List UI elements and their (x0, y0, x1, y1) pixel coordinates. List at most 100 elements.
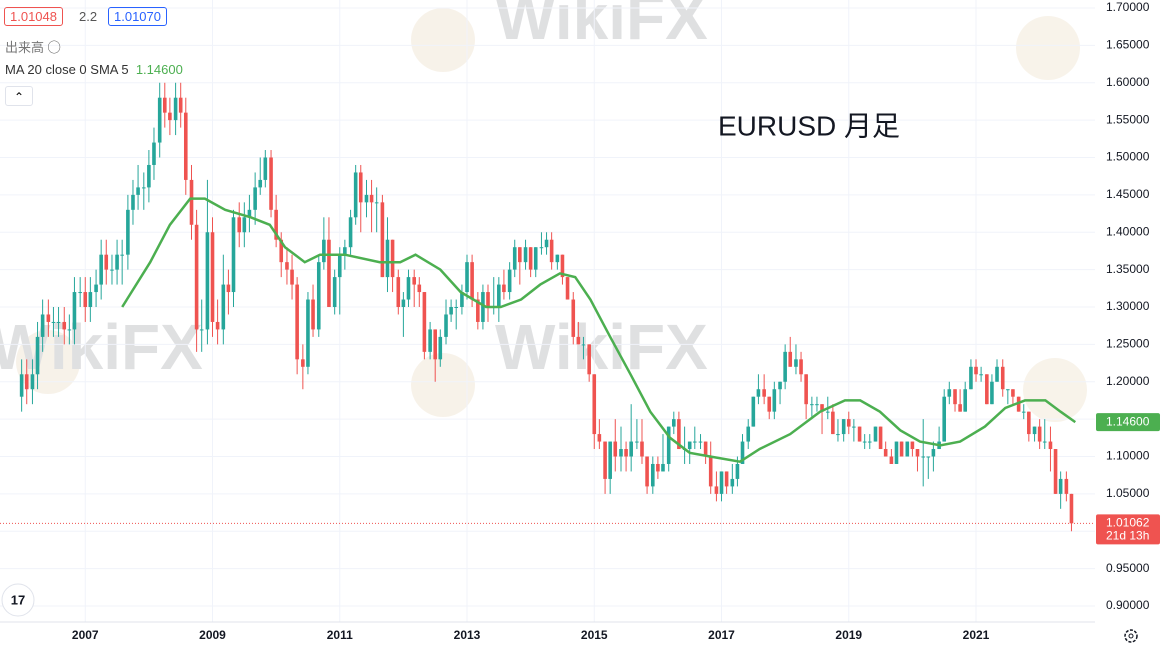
candle-body (343, 247, 347, 255)
candle-body (560, 254, 565, 278)
settings-button[interactable] (1124, 629, 1138, 643)
candle-body (306, 299, 310, 367)
ma-legend[interactable]: MA 20 close 0 SMA 5 1.14600 (5, 62, 183, 77)
candle-body (332, 277, 337, 308)
candle-body (327, 239, 331, 308)
candle-body (460, 292, 464, 308)
candle-body (199, 329, 204, 331)
candle-body (35, 336, 40, 375)
candle-body (555, 254, 560, 263)
candle-body (661, 463, 665, 472)
volume-legend[interactable]: 出来高 ◯ (5, 37, 61, 56)
candle-body (656, 463, 660, 472)
ma-price-label: 1.14600 (1106, 414, 1150, 428)
candle-body (444, 314, 448, 337)
candle-body (497, 284, 501, 308)
candle-body (576, 336, 581, 345)
candle-body (767, 396, 772, 412)
y-tick-label: 0.95000 (1106, 561, 1150, 575)
candle-body (62, 321, 67, 330)
candle-body (666, 426, 671, 464)
candle-body (794, 359, 798, 367)
candle-body (364, 194, 369, 203)
candle-body (120, 254, 124, 256)
plot (0, 82, 1095, 532)
candle-body (178, 97, 183, 113)
candle-body (942, 396, 947, 442)
candle-body (83, 292, 88, 308)
candle-body (301, 359, 305, 367)
candle-body (931, 449, 936, 457)
candle-body (926, 456, 931, 458)
candle-body (815, 404, 819, 406)
candle-body (374, 202, 379, 204)
candle-body (735, 463, 740, 479)
candle-body (597, 434, 602, 442)
candle-body (677, 419, 681, 450)
candle-body (608, 441, 612, 479)
candle-body (947, 389, 952, 397)
last-price-tag (1096, 514, 1160, 545)
candle-body (104, 254, 109, 270)
candle-body (645, 456, 649, 487)
candle-body (921, 456, 926, 458)
candle-body (730, 478, 735, 487)
candle-body (533, 247, 538, 270)
candle-body (831, 411, 835, 435)
candle-body (873, 426, 878, 442)
candle-body (985, 374, 989, 405)
candle-body (846, 419, 851, 427)
candle-body (454, 307, 458, 309)
candle-body (990, 381, 994, 405)
y-tick-label: 1.70000 (1106, 0, 1150, 14)
y-tick-label: 1.45000 (1106, 187, 1150, 201)
candle-body (210, 232, 215, 322)
volume-label: 出来高 (5, 40, 45, 55)
collapse-button[interactable]: ⌃ (5, 86, 33, 106)
candle-body (353, 172, 358, 218)
y-tick-label: 1.05000 (1106, 486, 1150, 500)
y-tick-label: 1.20000 (1106, 374, 1150, 388)
candle-body (1042, 441, 1047, 443)
ma-price-tag (1096, 413, 1160, 432)
annotation: EURUSD 月足 (718, 110, 900, 141)
candle-body (438, 336, 443, 360)
candle-body (237, 217, 242, 233)
candle-body (152, 142, 156, 165)
candle-body (285, 262, 289, 270)
y-tick-label: 1.55000 (1106, 112, 1150, 126)
candle-body (19, 374, 24, 397)
candle-body (131, 194, 135, 210)
candle-body (613, 441, 618, 457)
candle-body (883, 449, 888, 457)
candle-body (619, 449, 623, 457)
candle-body (1048, 441, 1053, 450)
candle-body (417, 284, 422, 293)
candle-body (141, 187, 146, 189)
hide-icon[interactable]: ◯ (47, 40, 61, 55)
candle-body (115, 254, 119, 270)
x-tick-label: 2013 (454, 628, 481, 642)
candle-body (719, 471, 724, 494)
candle-body (401, 299, 406, 308)
candle-body (549, 239, 554, 263)
candle-body (762, 389, 766, 397)
candle-body (168, 112, 172, 121)
candle-body (1069, 493, 1074, 524)
candle-body (502, 284, 506, 293)
candle-body (78, 292, 82, 294)
candle-body (671, 419, 676, 427)
candle-body (979, 374, 983, 376)
candle-body (189, 179, 194, 225)
candle-body (147, 164, 151, 188)
x-tick-label: 2019 (835, 628, 862, 642)
candle-body (603, 441, 607, 479)
candle-body (295, 284, 299, 360)
candle-body (640, 441, 644, 457)
candle-body (1053, 449, 1058, 494)
candle-body (651, 463, 655, 487)
candle-body (358, 172, 363, 203)
candle-body (24, 374, 29, 390)
ma-name: MA 20 close 0 SMA 5 (5, 62, 129, 77)
